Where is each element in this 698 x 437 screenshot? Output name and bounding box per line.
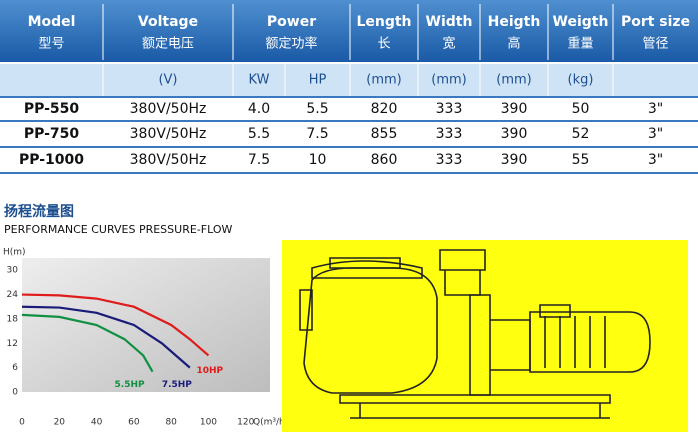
cell: 390	[501, 126, 528, 142]
header-en: Weigth	[553, 14, 609, 30]
unit: (V)	[158, 73, 177, 88]
x-tick-label: 100	[200, 418, 217, 428]
cell: 390	[501, 152, 528, 168]
unit: (mm)	[431, 73, 466, 88]
x-tick-label: 60	[128, 418, 140, 428]
model-cell: PP-550	[24, 101, 80, 117]
y-tick-label: 12	[7, 339, 18, 349]
curve-label: 5.5HP	[115, 380, 145, 390]
cell: 820	[371, 101, 398, 117]
header-zh: 高	[507, 36, 520, 52]
x-axis-label: Q(m³/h)	[253, 418, 288, 428]
x-tick-label: 0	[19, 418, 25, 428]
cell: 390	[501, 101, 528, 117]
pump-base	[339, 394, 611, 419]
x-tick-label: 40	[91, 418, 103, 428]
section-title: 扬程流量图	[4, 203, 74, 220]
header-en: Length	[356, 14, 411, 30]
cell: 860	[371, 152, 398, 168]
table-header-bg	[0, 0, 698, 62]
unit: (mm)	[496, 73, 531, 88]
cell: 333	[436, 101, 463, 117]
cell: 333	[436, 152, 463, 168]
header-zh: 额定功率	[265, 36, 317, 52]
curve	[21, 313, 154, 373]
y-tick-label: 30	[7, 266, 19, 276]
unit: KW	[249, 73, 270, 88]
cell: 7.5	[248, 152, 270, 168]
header-en: Width	[426, 14, 473, 30]
table: Model 型号 Voltage 额定电压 Power 额定功率 Length 长 Width 宽…	[0, 4, 698, 174]
cell: 380V/50Hz	[130, 152, 207, 168]
curve	[21, 305, 191, 369]
header-en: Port size	[621, 14, 690, 30]
header-en: Model	[28, 14, 76, 30]
section-subtitle: PERFORMANCE CURVES PRESSURE-FLOW	[4, 223, 232, 236]
header-zh: 重量	[567, 36, 593, 52]
cell: 52	[572, 126, 590, 142]
cell: 5.5	[248, 126, 270, 142]
unit: (mm)	[366, 73, 401, 88]
chart: H(m) Q(m³/h) 0 6 12 18 24 30 0 20 40 60 80 100 120 10HP…	[3, 248, 288, 428]
pump-drawing	[282, 240, 688, 432]
y-tick-label: 18	[7, 314, 19, 324]
cell: 3"	[648, 152, 663, 168]
table-units-bg	[0, 64, 698, 96]
y-tick-label: 6	[12, 363, 18, 373]
cell: 4.0	[248, 101, 270, 117]
header-en: Power	[267, 14, 316, 30]
motor-box	[539, 304, 571, 318]
cell: 55	[572, 152, 590, 168]
header-en: Voltage	[138, 14, 198, 30]
x-tick-label: 120	[237, 418, 254, 428]
cell: 5.5	[306, 101, 328, 117]
cell: 10	[309, 152, 327, 168]
model-cell: PP-750	[24, 126, 80, 142]
cell: 50	[572, 101, 590, 117]
curve-label: 7.5HP	[162, 380, 192, 390]
curve	[21, 293, 210, 357]
pump-lid	[311, 257, 423, 279]
header-zh: 管径	[642, 37, 668, 52]
x-tick-label: 80	[165, 418, 177, 428]
plot-area	[22, 258, 270, 392]
header-zh: 型号	[38, 37, 64, 52]
cell: 333	[436, 126, 463, 142]
model-cell: PP-1000	[19, 152, 84, 168]
y-tick-label: 0	[12, 388, 18, 398]
pump-motor	[529, 311, 651, 373]
header-en: Heigth	[488, 14, 541, 30]
cell: 7.5	[306, 126, 328, 142]
header-zh: 宽	[442, 36, 455, 52]
header-zh: 额定电压	[142, 37, 194, 52]
unit: (kg)	[568, 73, 594, 88]
cell: 380V/50Hz	[130, 126, 207, 142]
y-axis-label: H(m)	[3, 248, 26, 258]
cell: 855	[371, 126, 398, 142]
unit: HP	[309, 73, 327, 88]
cell: 3"	[648, 101, 663, 117]
drawing-bg	[282, 240, 688, 432]
curve-label: 10HP	[196, 366, 223, 376]
cell: 3"	[648, 126, 663, 142]
x-tick-label: 20	[54, 418, 66, 428]
header-zh: 长	[377, 37, 390, 52]
cell: 380V/50Hz	[130, 101, 207, 117]
y-tick-label: 24	[7, 290, 19, 300]
